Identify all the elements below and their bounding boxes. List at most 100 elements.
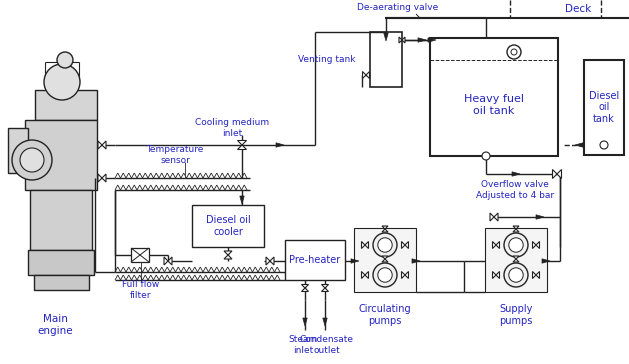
Polygon shape [321,285,328,288]
Circle shape [509,238,523,252]
Polygon shape [557,170,562,178]
Circle shape [509,268,523,282]
Polygon shape [513,259,519,262]
Text: Steam
inlet: Steam inlet [288,335,318,355]
Text: Cooling medium
inlet: Cooling medium inlet [195,118,269,138]
Polygon shape [536,215,544,219]
Polygon shape [98,141,102,149]
Polygon shape [494,213,498,221]
Text: Main
engine: Main engine [37,314,73,336]
Polygon shape [533,272,536,278]
Polygon shape [575,143,583,147]
Bar [370,32,402,87]
Text: De-aerating valve: De-aerating valve [357,3,438,12]
Circle shape [511,49,517,55]
Polygon shape [401,241,405,249]
Polygon shape [102,174,106,182]
Polygon shape [321,288,328,292]
Polygon shape [542,259,550,263]
Polygon shape [98,174,102,182]
Polygon shape [366,71,369,79]
Circle shape [44,64,80,100]
Circle shape [482,152,490,160]
Polygon shape [323,318,327,326]
Circle shape [20,148,44,172]
Text: Circulating
pumps: Circulating pumps [359,304,411,326]
Polygon shape [382,259,388,262]
Polygon shape [490,213,494,221]
Circle shape [12,140,52,180]
Circle shape [57,52,73,68]
Polygon shape [405,272,408,278]
Polygon shape [266,257,270,265]
Polygon shape [382,256,388,259]
Polygon shape [399,37,402,43]
Circle shape [378,268,392,282]
Bar [8,128,28,173]
Text: Full flow
filter: Full flow filter [123,280,160,300]
Polygon shape [164,257,168,265]
Polygon shape [168,257,172,265]
Circle shape [504,263,528,287]
Polygon shape [224,251,232,255]
Polygon shape [351,259,359,263]
Bar [485,228,547,292]
Text: Overflow valve
Adjusted to 4 bar: Overflow valve Adjusted to 4 bar [476,180,554,200]
Polygon shape [428,38,436,42]
Polygon shape [496,241,499,249]
Circle shape [378,238,392,252]
Polygon shape [365,272,369,278]
Polygon shape [238,145,247,150]
Polygon shape [513,256,519,259]
Text: Diesel oil
cooler: Diesel oil cooler [206,215,250,237]
Polygon shape [224,255,232,259]
Polygon shape [405,241,408,249]
Text: Heavy fuel
oil tank: Heavy fuel oil tank [464,94,524,116]
Polygon shape [493,272,496,278]
Polygon shape [301,285,308,288]
Polygon shape [512,172,520,176]
Circle shape [504,233,528,257]
Polygon shape [240,196,244,204]
Text: Deck: Deck [565,4,591,14]
Text: Diesel
oil
tank: Diesel oil tank [589,91,619,124]
Circle shape [507,45,521,59]
Polygon shape [382,226,388,229]
Polygon shape [402,37,405,43]
Bar [131,248,149,262]
Text: Condensate
outlet: Condensate outlet [300,335,354,355]
Bar [192,205,264,247]
Polygon shape [362,241,365,249]
Polygon shape [365,241,369,249]
Polygon shape [412,259,420,263]
Polygon shape [496,272,499,278]
Polygon shape [301,288,308,292]
Polygon shape [533,241,536,249]
Bar [34,275,89,290]
Bar [430,38,558,156]
Polygon shape [102,141,106,149]
Bar [584,60,624,155]
Circle shape [600,141,608,149]
Bar [30,190,92,250]
Polygon shape [238,141,247,145]
Polygon shape [362,71,366,79]
Bar [35,90,97,120]
Polygon shape [513,229,519,232]
Polygon shape [384,33,388,41]
Polygon shape [270,257,274,265]
Bar [25,120,97,190]
Polygon shape [401,272,405,278]
Polygon shape [418,38,426,42]
Text: Pre-heater: Pre-heater [289,255,341,265]
Bar [28,250,94,275]
Polygon shape [382,229,388,232]
Circle shape [373,263,397,287]
Polygon shape [536,241,540,249]
Bar [285,240,345,280]
Polygon shape [276,143,284,147]
Circle shape [373,233,397,257]
Polygon shape [493,241,496,249]
Bar [354,228,416,292]
Polygon shape [536,272,540,278]
